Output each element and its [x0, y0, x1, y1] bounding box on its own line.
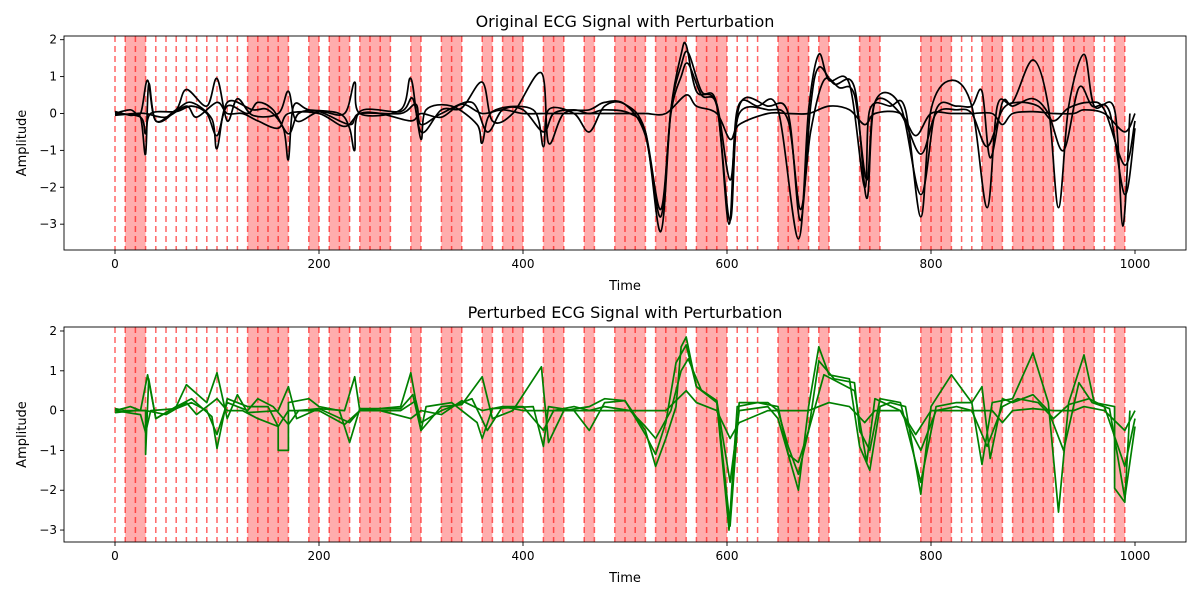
x-axis-label: Time [608, 279, 641, 294]
perturbation-span [584, 36, 595, 250]
perturbation-span [329, 36, 350, 250]
ecg-series-line [114, 94, 1136, 141]
y-axis-label: Amplitude [15, 110, 30, 177]
perturbation-span [359, 327, 391, 542]
perturbation-span [920, 327, 952, 542]
x-axis-label: Time [608, 571, 641, 586]
perturbation-span [614, 36, 646, 250]
y-tick-label: 2 [49, 324, 57, 338]
perturbation-span [410, 36, 421, 250]
chart-title: Original ECG Signal with Perturbation [476, 12, 775, 31]
x-tick-label: 200 [308, 549, 331, 563]
perturbation-span [920, 36, 952, 250]
x-tick-label: 1000 [1120, 257, 1151, 271]
perturbation-span [125, 327, 146, 542]
x-tick-label: 200 [308, 257, 331, 271]
perturbation-span [584, 327, 595, 542]
y-tick-label: 2 [49, 33, 57, 47]
plot-frame [63, 326, 1187, 543]
perturbation-span [543, 36, 564, 250]
plot-frame [63, 35, 1187, 251]
perturbation-span [1114, 36, 1125, 250]
y-tick-label: 0 [49, 404, 57, 418]
perturbation-span [441, 36, 462, 250]
ecg-series-line [114, 389, 1136, 440]
x-tick-label: 400 [512, 257, 535, 271]
ecg-series-line [114, 344, 1136, 527]
perturbation-span [359, 36, 391, 250]
perturbation-span [1114, 327, 1125, 542]
perturbation-span [696, 36, 727, 250]
perturbation-span [502, 327, 523, 542]
y-tick-label: 1 [49, 70, 57, 84]
perturbation-span [441, 327, 462, 542]
perturbation-span [1063, 36, 1095, 250]
perturbation-span [308, 327, 319, 542]
perturbation-span [655, 327, 687, 542]
y-tick-label: −2 [39, 483, 57, 497]
perturbation-span [614, 327, 646, 542]
y-tick-label: −1 [39, 443, 57, 457]
x-tick-label: 800 [920, 257, 943, 271]
y-tick-label: −2 [39, 180, 57, 194]
x-tick-label: 0 [111, 257, 119, 271]
y-axis-label: Amplitude [15, 401, 30, 468]
y-tick-label: −3 [39, 217, 57, 231]
y-tick-label: 1 [49, 364, 57, 378]
perturbation-span [125, 36, 146, 250]
perturbation-span [543, 327, 564, 542]
ecg-series-line [114, 336, 1131, 531]
plot-area [114, 36, 1136, 250]
perturbation-span [329, 327, 350, 542]
perturbation-span [502, 36, 523, 250]
x-tick-label: 400 [512, 549, 535, 563]
plot-area [114, 327, 1136, 542]
perturbation-span [308, 36, 319, 250]
perturbation-span [410, 327, 421, 542]
perturbation-span [818, 327, 829, 542]
x-tick-label: 600 [716, 549, 739, 563]
y-tick-label: −1 [39, 143, 57, 157]
perturbation-span [655, 36, 687, 250]
x-tick-label: 1000 [1120, 549, 1151, 563]
y-tick-label: −3 [39, 523, 57, 537]
y-tick-label: 0 [49, 106, 57, 120]
ecg-series-line [114, 358, 1136, 484]
perturbed-ecg-chart: 0 200 400 600 800 1000 −3 −2 −1 0 1 2 Perturbed ECG … [15, 303, 1187, 586]
original-ecg-chart: 0 200 400 600 800 1000 −3 −2 −1 0 1 2 Original ECG S… [15, 12, 1187, 294]
chart-title: Perturbed ECG Signal with Perturbation [468, 303, 783, 322]
perturbation-span [1063, 327, 1095, 542]
perturbation-span [482, 327, 493, 542]
perturbation-span [818, 36, 829, 250]
ecg-series-line [114, 62, 1136, 211]
x-tick-label: 600 [716, 257, 739, 271]
perturbation-span [482, 36, 493, 250]
x-tick-label: 0 [111, 549, 119, 563]
perturbation-span [982, 36, 1003, 250]
x-tick-label: 800 [920, 549, 943, 563]
